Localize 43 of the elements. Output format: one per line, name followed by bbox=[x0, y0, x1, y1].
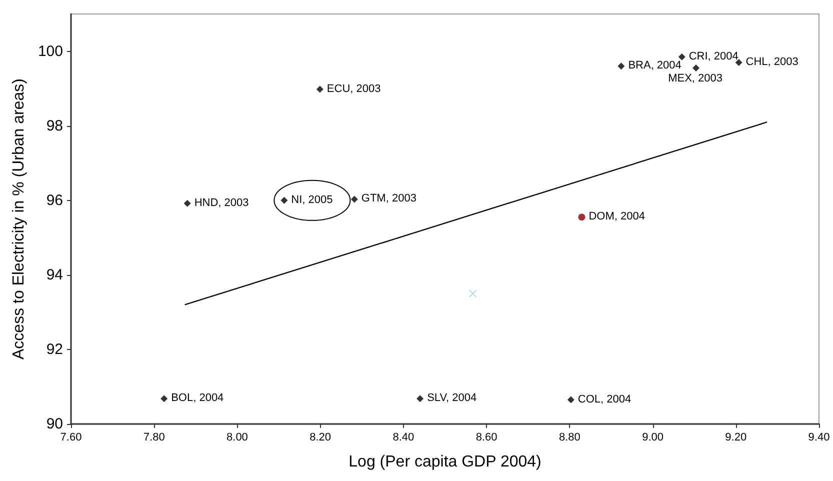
annotation: DOM, 2004 bbox=[588, 210, 645, 223]
x-axis-title: Log (Per capita GDP 2004) bbox=[348, 454, 542, 470]
annotation: HND, 2003 bbox=[194, 196, 249, 209]
x-tick-label: 9.40 bbox=[808, 432, 830, 444]
annotation: SLV, 2004 bbox=[427, 392, 477, 404]
x-tick-label: 8.80 bbox=[558, 432, 580, 444]
annotation: CHL, 2003 bbox=[746, 56, 798, 68]
y-tick-label: 98 bbox=[46, 117, 63, 134]
y-tick-label: 96 bbox=[46, 192, 63, 209]
x-tick-label: 7.80 bbox=[143, 432, 165, 444]
annotation: BRA, 2004 bbox=[628, 60, 682, 72]
annotation: COL, 2004 bbox=[578, 393, 632, 406]
x-tick-label: 8.00 bbox=[226, 432, 248, 444]
point bbox=[678, 53, 686, 60]
annotation: MEX, 2003 bbox=[668, 72, 723, 85]
y-tick-label: 92 bbox=[46, 340, 63, 358]
x-tick-label: 9.20 bbox=[725, 432, 747, 444]
point bbox=[468, 290, 477, 298]
point bbox=[735, 58, 742, 66]
annotation: GTM, 2003 bbox=[361, 192, 416, 205]
point bbox=[578, 214, 586, 221]
point bbox=[567, 396, 574, 404]
point bbox=[350, 196, 358, 203]
point bbox=[618, 62, 625, 70]
y-axis-title: Access to Electricity in % (Urban areas) bbox=[10, 78, 28, 360]
point bbox=[280, 196, 288, 204]
y-tick-label: 90 bbox=[46, 416, 63, 432]
point bbox=[316, 86, 324, 93]
x-tick-label: 7.60 bbox=[60, 432, 82, 444]
annotation: ECU, 2003 bbox=[326, 82, 381, 95]
point bbox=[160, 395, 168, 402]
point bbox=[416, 395, 424, 402]
annotation: BOL, 2004 bbox=[171, 392, 224, 404]
x-tick-label: 8.20 bbox=[310, 432, 332, 444]
annotation: CRI, 2004 bbox=[688, 50, 738, 62]
x-tick-label: 9.00 bbox=[642, 432, 664, 444]
x-tick-label: 8.40 bbox=[392, 432, 414, 444]
y-tick-label: 100 bbox=[38, 42, 63, 60]
point bbox=[184, 200, 191, 207]
y-tick-label: 94 bbox=[46, 266, 63, 284]
point bbox=[692, 64, 700, 72]
x-tick-label: 8.60 bbox=[476, 432, 498, 444]
annotation: NI, 2005 bbox=[291, 194, 333, 206]
